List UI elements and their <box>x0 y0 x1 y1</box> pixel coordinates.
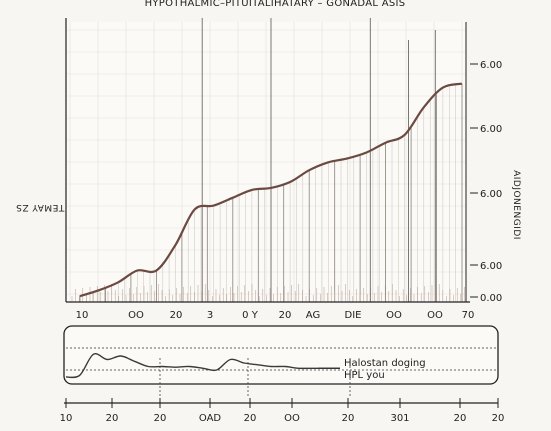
secondary-x-tick-label: 10 <box>60 413 73 424</box>
x-tick-label: 10 <box>76 310 89 321</box>
secondary-x-tick-label: OAD <box>199 413 222 424</box>
x-tick-label: 70 <box>462 310 475 321</box>
secondary-x-tick-label: OO <box>284 413 300 424</box>
secondary-drop-lines <box>159 358 351 398</box>
main-hatching <box>71 284 465 302</box>
x-tick-label: AG <box>306 310 320 321</box>
main-chart: 6.00 6.00 6.00 6.00 0.00 10 OO 20 3 0 Y 20 AG DIE OO… <box>16 18 521 321</box>
secondary-frame <box>63 325 499 385</box>
y-tick-label: 6.00 <box>480 189 502 200</box>
x-tick-label: 20 <box>170 310 183 321</box>
x-tick-label: OO <box>427 310 443 321</box>
y-tick-label: 0.00 <box>480 293 502 304</box>
secondary-chart: Halostan doging HPL you 10 20 20 OAD 20 OO 20 3… <box>60 325 505 424</box>
secondary-x-tick-label: 20 <box>154 413 167 424</box>
secondary-x-ticks: 10 20 20 OAD 20 OO 20 301 20 20 <box>60 398 505 424</box>
x-tick-label: OO <box>128 310 144 321</box>
chart-title: HYPOTHALMIC–PITUITALIHATARY – GONADAL AS… <box>145 0 406 9</box>
main-x-ticks: 10 OO 20 3 0 Y 20 AG DIE OO OO 70 <box>76 310 475 321</box>
secondary-x-tick-label: 20 <box>244 413 257 424</box>
secondary-x-tick-label: 20 <box>454 413 467 424</box>
secondary-x-tick-label: 301 <box>390 413 409 424</box>
secondary-x-tick-label: 20 <box>492 413 505 424</box>
callout-text: Halostan doging HPL you <box>344 358 429 381</box>
y-tick-label: 6.00 <box>480 124 502 135</box>
callout-line-2: HPL you <box>344 370 385 381</box>
y-tick-label: 6.00 <box>480 261 502 272</box>
main-series-line <box>79 82 463 298</box>
x-tick-label: DIE <box>345 310 362 321</box>
y-tick-label: 6.00 <box>480 60 502 71</box>
x-tick-label: 3 <box>207 310 213 321</box>
main-drop-lines <box>79 18 463 302</box>
secondary-x-tick-label: 20 <box>106 413 119 424</box>
x-tick-label: 0 Y <box>242 310 259 321</box>
y-axis-label-right: AIDJONENGIDI <box>511 170 521 240</box>
secondary-series-line <box>65 353 340 379</box>
y-axis-label-left: TEMAY ZS <box>16 202 66 212</box>
main-grid <box>66 22 466 302</box>
x-tick-label: OO <box>386 310 402 321</box>
callout-line-1: Halostan doging <box>344 358 426 369</box>
secondary-x-tick-label: 20 <box>342 413 355 424</box>
main-y-ticks: 6.00 6.00 6.00 6.00 0.00 <box>470 60 502 304</box>
x-tick-label: 20 <box>279 310 292 321</box>
